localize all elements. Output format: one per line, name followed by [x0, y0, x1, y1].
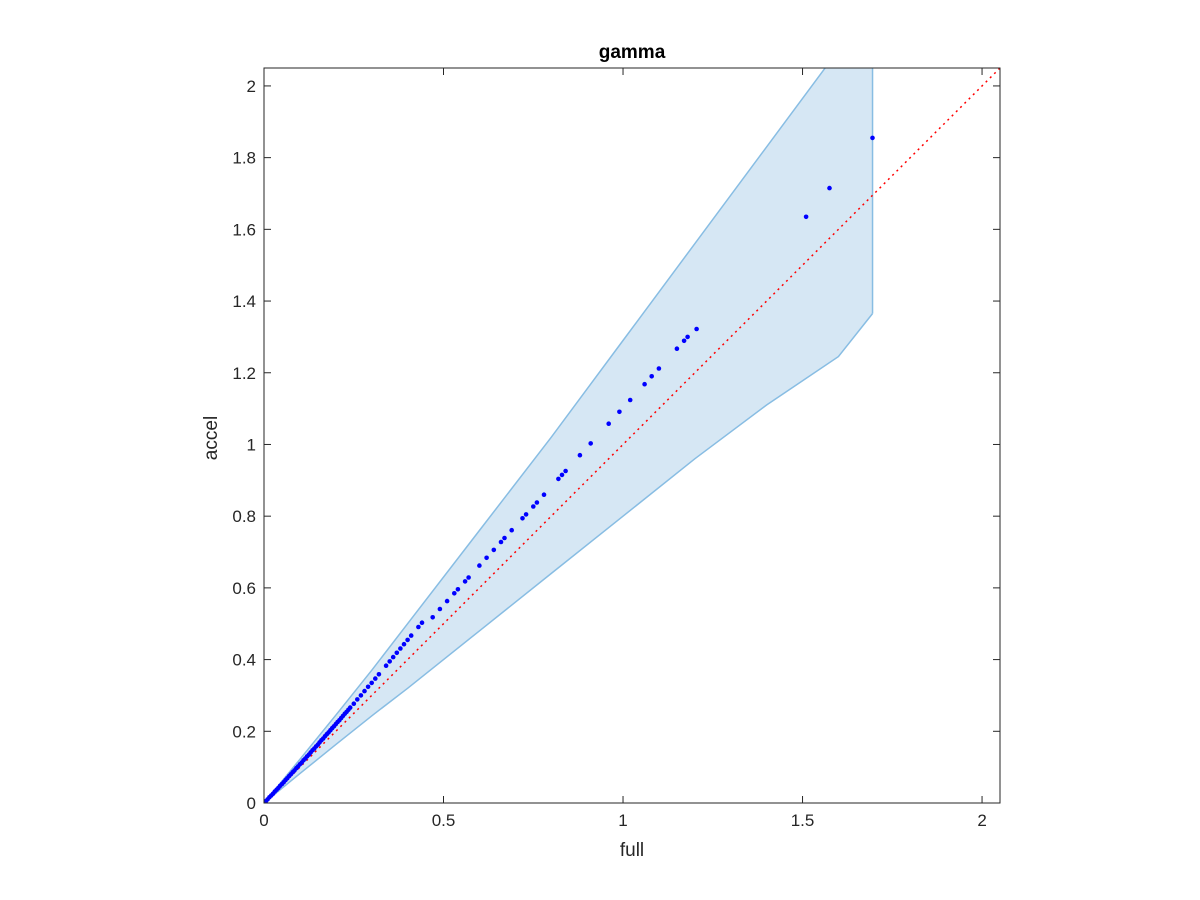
data-point — [563, 468, 568, 474]
data-point — [606, 421, 611, 427]
data-point — [534, 500, 540, 505]
x-tick-label: 0.5 — [432, 811, 456, 830]
y-axis-label: accel — [201, 416, 222, 460]
data-point — [358, 693, 364, 698]
data-point — [365, 684, 371, 690]
data-point — [870, 135, 875, 141]
data-point — [437, 606, 443, 612]
y-tick-label: 1 — [247, 435, 256, 454]
data-point — [681, 338, 687, 344]
data-point — [444, 598, 450, 604]
data-point — [617, 409, 622, 415]
chart-title: gamma — [599, 42, 666, 63]
data-point — [491, 547, 497, 553]
data-point — [369, 680, 375, 686]
data-point — [387, 659, 393, 664]
y-tick-label: 2 — [247, 77, 256, 96]
data-point — [694, 326, 699, 332]
x-tick-label: 2 — [977, 811, 986, 830]
data-point — [462, 579, 468, 584]
data-point — [588, 441, 593, 446]
y-tick-label: 0.2 — [232, 722, 256, 741]
data-point — [405, 637, 410, 643]
y-tick-label: 1.4 — [232, 292, 256, 311]
x-tick-label: 0 — [259, 811, 268, 830]
y-tick-label: 1.6 — [232, 220, 256, 239]
data-point — [523, 512, 529, 517]
data-point — [803, 214, 809, 220]
plot-content — [264, 68, 1000, 803]
x-tick-label: 1 — [618, 811, 627, 830]
data-point — [520, 516, 525, 521]
data-point — [347, 705, 353, 710]
data-point — [509, 527, 514, 533]
data-point — [390, 654, 396, 660]
y-tick-label: 1.8 — [232, 149, 256, 168]
axes: 0 0.5 1 1.5 2 0 0.2 0.4 0.6 0.8 1 1.2 1.4 1.6 1.8 2 — [232, 67, 1001, 830]
y-tick-label: 0.4 — [232, 651, 256, 670]
x-axis-label: full — [620, 840, 644, 861]
data-point — [455, 587, 461, 592]
data-point — [355, 697, 360, 702]
data-point — [376, 672, 382, 677]
data-point — [502, 535, 507, 541]
data-point — [466, 575, 471, 580]
data-point — [559, 472, 565, 478]
data-point — [362, 688, 367, 694]
y-tick-label: 0 — [247, 794, 256, 813]
y-tick-label: 1.2 — [232, 364, 256, 383]
data-point — [685, 334, 690, 340]
data-point — [477, 563, 482, 568]
data-point — [430, 615, 436, 620]
data-point — [498, 539, 504, 545]
data-point — [398, 646, 403, 651]
data-point — [419, 620, 425, 625]
band-lower-edge — [264, 313, 874, 803]
data-point — [649, 374, 654, 379]
data-point — [656, 366, 662, 371]
x-tick-label: 1.5 — [791, 811, 815, 830]
data-point — [577, 452, 583, 458]
data-point — [351, 701, 357, 706]
data-point — [642, 381, 647, 387]
confidence-band — [264, 68, 873, 803]
data-point — [394, 650, 400, 656]
data-point — [452, 591, 457, 596]
data-point — [484, 555, 489, 561]
data-point — [556, 476, 561, 482]
data-point — [827, 185, 832, 191]
data-point — [408, 633, 414, 638]
data-point — [373, 676, 378, 681]
data-point — [531, 504, 536, 509]
data-point — [674, 346, 680, 352]
data-point — [541, 492, 547, 498]
plot-area — [264, 68, 1000, 803]
data-point — [383, 663, 389, 668]
data-point — [416, 624, 421, 630]
axes-box — [263, 67, 1001, 804]
y-tick-label: 0.6 — [232, 579, 256, 598]
y-tick-label: 0.8 — [232, 507, 256, 526]
band-upper-edge — [264, 68, 827, 803]
data-point — [627, 397, 633, 403]
data-point — [401, 641, 407, 647]
